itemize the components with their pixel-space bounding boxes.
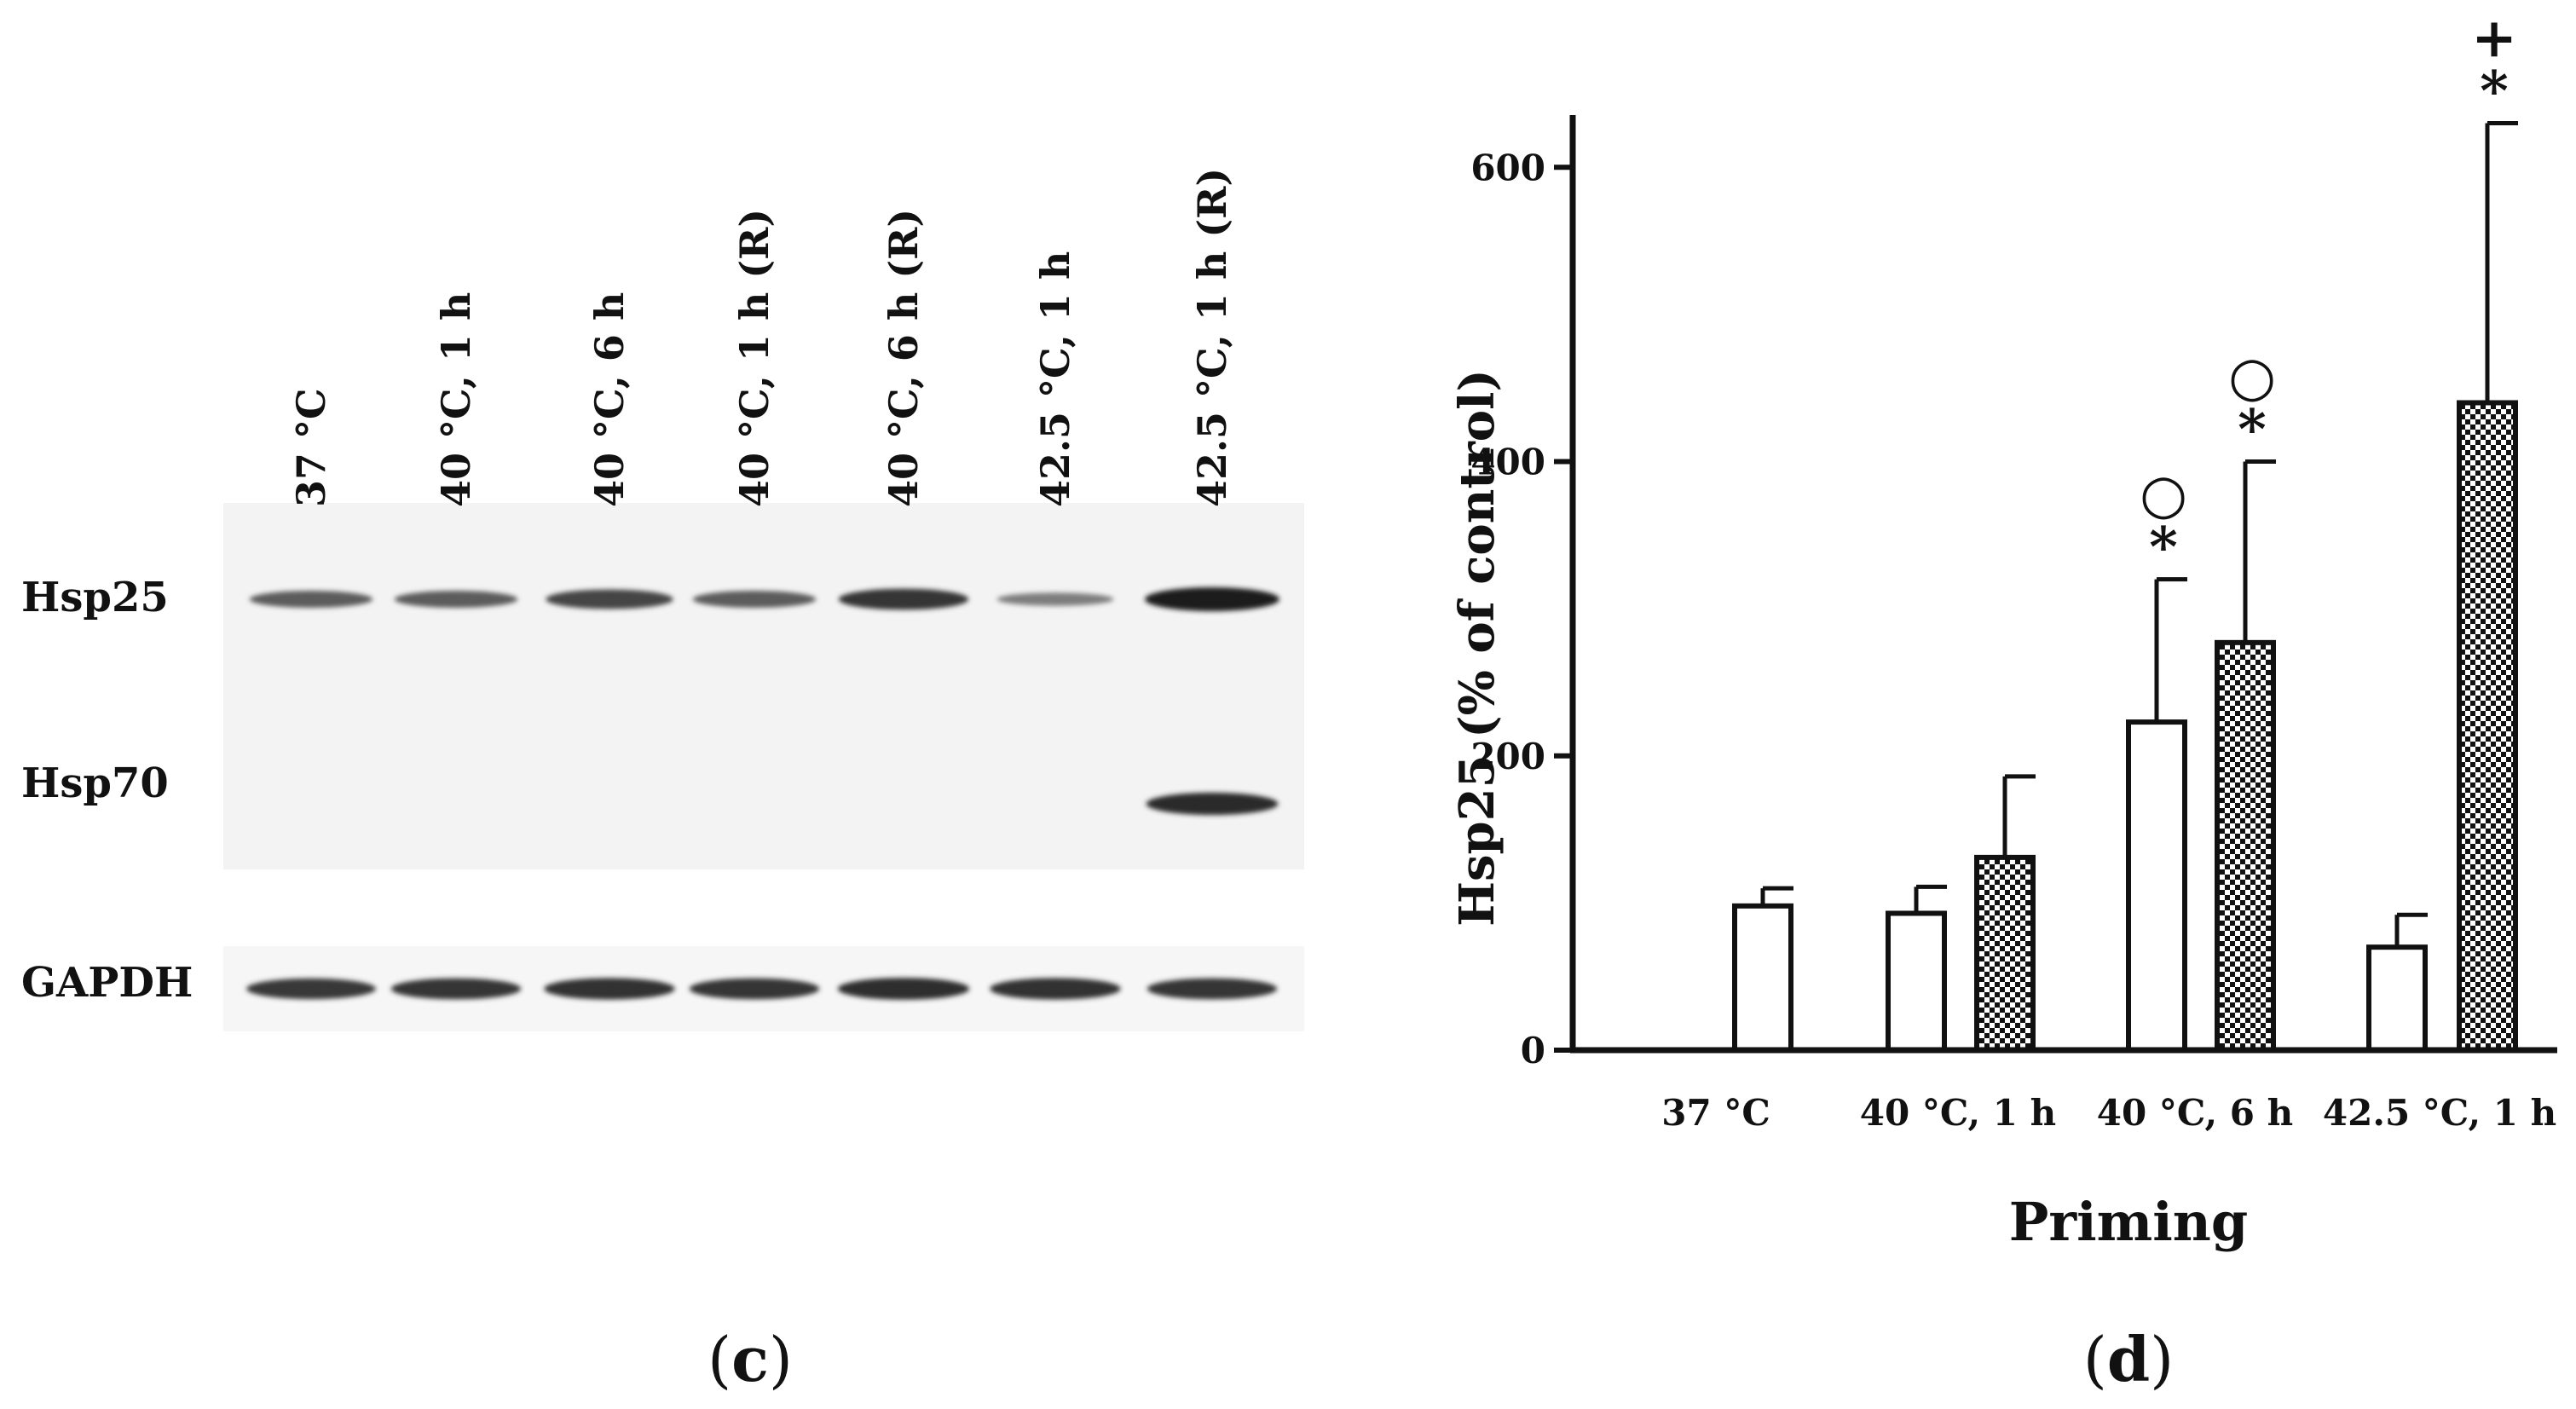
x-tick-label: 42.5 °C, 1 h (2323, 1092, 2556, 1134)
blot-band (1145, 587, 1279, 611)
blot-band (1146, 792, 1279, 816)
significance-mark: + (2471, 7, 2517, 71)
lane-labels: 37 °C 40 °C, 1 h 40 °C, 6 h 40 °C, 1 h (R) 4… (288, 168, 1235, 507)
bar-checkered (2215, 639, 2276, 1054)
y-tick-label: 200 (1470, 736, 1545, 777)
blot-band (837, 978, 970, 1000)
x-tick-label: 37 °C (1661, 1092, 1770, 1134)
bar-white (1732, 903, 1793, 1053)
blot-bands (246, 587, 1279, 1000)
bar-checkered (2457, 400, 2518, 1053)
row-labels: Hsp25 Hsp70 GAPDH (21, 574, 193, 1007)
lane-label: 37 °C (288, 388, 334, 507)
blot-band (390, 978, 522, 1000)
x-tick-label: 40 °C, 1 h (1860, 1092, 2056, 1134)
x-axis-title: Priming (2009, 1191, 2248, 1253)
significance-mark: ○ (2140, 463, 2187, 527)
lane-label: 40 °C, 1 h (R) (731, 209, 777, 507)
blot-band (1146, 978, 1278, 1000)
y-tick-label: 400 (1470, 442, 1545, 483)
lane-label: 40 °C, 6 h (586, 292, 632, 507)
lane-label: 40 °C, 6 h (R) (881, 209, 927, 507)
y-axis: 0 200 400 600 (1470, 115, 1576, 1071)
panel-label-c: (c) (708, 1323, 793, 1395)
western-blot-panel: 37 °C 40 °C, 1 h 40 °C, 6 h 40 °C, 1 h (R) 4… (21, 168, 1304, 1395)
blot-band (692, 591, 817, 608)
bar-checkered (1974, 854, 2036, 1053)
row-label: Hsp70 (21, 759, 169, 807)
significance-mark: * (2480, 60, 2508, 124)
x-axis: 37 °C 40 °C, 1 h 40 °C, 6 h 42.5 °C, 1 h (1570, 1047, 2557, 1134)
y-tick-label: 0 (1521, 1030, 1545, 1071)
blot-band (838, 588, 969, 610)
bar-white (1886, 910, 1947, 1053)
blot-band (996, 592, 1114, 606)
blot-membrane-background (223, 503, 1304, 869)
significance-mark: * (2149, 516, 2177, 580)
blot-band (990, 978, 1121, 1000)
y-axis-title: Hsp25 (% of control) (1449, 369, 1505, 927)
blot-band (394, 591, 518, 608)
significance-marks: *○*○*+ (2140, 7, 2517, 580)
bar-white (2126, 719, 2187, 1053)
lane-label: 40 °C, 1 h (433, 292, 479, 507)
bar-series (1732, 400, 2518, 1054)
bar-white (2366, 944, 2428, 1053)
panel-label-d: (d) (2083, 1323, 2175, 1395)
significance-mark: ○ (2228, 345, 2276, 409)
blot-band (246, 978, 376, 1000)
x-tick-label: 40 °C, 6 h (2097, 1092, 2293, 1134)
blot-band (544, 978, 675, 1000)
lane-label: 42.5 °C, 1 h (1032, 251, 1078, 507)
blot-band (689, 978, 820, 1000)
row-label: GAPDH (21, 959, 193, 1007)
error-bars (1760, 121, 2518, 948)
lane-label: 42.5 °C, 1 h (R) (1189, 168, 1235, 507)
y-tick-label: 600 (1470, 147, 1545, 188)
row-label: Hsp25 (21, 574, 169, 621)
blot-band (546, 589, 673, 609)
blot-band (249, 591, 373, 608)
significance-mark: * (2238, 398, 2266, 462)
